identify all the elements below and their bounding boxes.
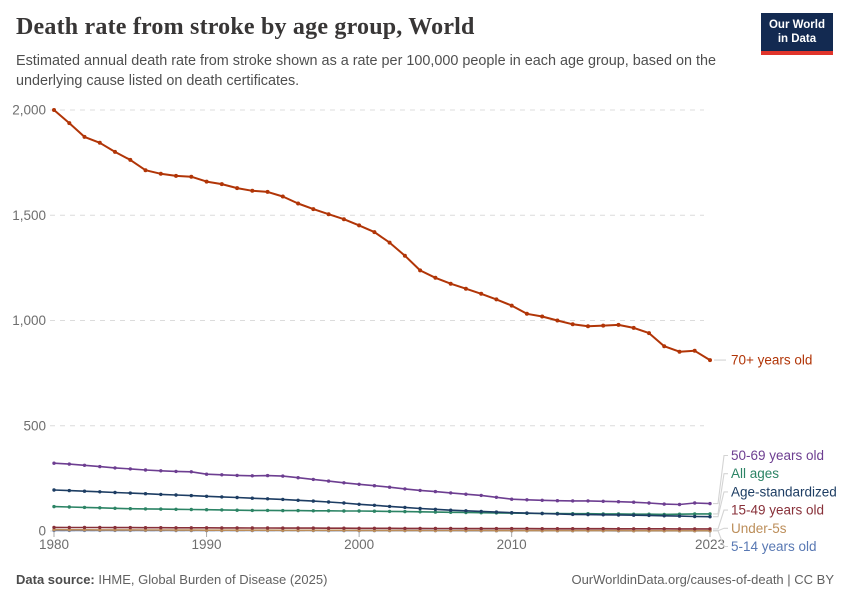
owid-logo-line2: in Data <box>777 33 817 46</box>
series-label-50-69-years-old[interactable]: 50-69 years old <box>731 448 824 463</box>
series-line-70-years-old <box>53 109 711 361</box>
x-tick-label-2000: 2000 <box>344 537 374 552</box>
label-connector-5-14-years-old <box>713 530 728 548</box>
x-tick-label-2010: 2010 <box>497 537 527 552</box>
page-title: Death rate from stroke by age group, Wor… <box>16 14 475 40</box>
label-connector-50-69-years-old <box>713 454 728 505</box>
series-label-under-5s[interactable]: Under-5s <box>731 521 787 536</box>
chart-footer: Data source: IHME, Global Burden of Dise… <box>16 572 834 587</box>
series-label-15-49-years-old[interactable]: 15-49 years old <box>731 503 824 518</box>
y-tick-label-1000: 1,000 <box>12 313 46 328</box>
label-connector-all-ages <box>713 473 728 515</box>
owid-logo[interactable]: Our World in Data <box>760 13 833 55</box>
label-connector-15-49-years-old <box>713 509 728 530</box>
series-15-49-years-old <box>52 525 712 531</box>
series-line-age-standardized <box>53 489 711 518</box>
y-tick-label-0: 0 <box>38 524 46 539</box>
series-line-under-5s <box>53 528 710 532</box>
x-tick-label-1980: 1980 <box>39 537 69 552</box>
series-70-years-old <box>52 108 712 363</box>
data-source-text: IHME, Global Burden of Disease (2025) <box>94 572 328 587</box>
owid-logo-line1: Our World <box>768 19 825 31</box>
series-label-all-ages[interactable]: All ages <box>731 466 779 481</box>
series-label-5-14-years-old[interactable]: 5-14 years old <box>731 539 817 554</box>
y-tick-label-2000: 2,000 <box>12 103 46 118</box>
data-source: Data source: IHME, Global Burden of Dise… <box>16 572 327 587</box>
chart-subtitle: Estimated annual death rate from stroke … <box>16 53 717 90</box>
series-line-15-49-years-old <box>53 526 710 530</box>
series-line-all-ages <box>53 505 710 516</box>
series-age-standardized <box>52 488 712 519</box>
y-tick-label-1500: 1,500 <box>12 208 46 223</box>
series-label-70-years-old[interactable]: 70+ years old <box>731 353 812 368</box>
y-tick-label-500: 500 <box>23 418 46 433</box>
series-line-50-69-years-old <box>53 462 711 506</box>
label-connector-age-standardized <box>713 491 728 518</box>
footer-link[interactable]: OurWorldinData.org/causes-of-death | CC … <box>571 572 834 587</box>
x-tick-label-1990: 1990 <box>192 537 222 552</box>
x-tick-label-2023: 2023 <box>695 537 725 552</box>
series-50-69-years-old <box>52 461 712 507</box>
series-label-age-standardized[interactable]: Age-standardized <box>731 484 837 499</box>
data-source-label: Data source: <box>16 572 95 587</box>
